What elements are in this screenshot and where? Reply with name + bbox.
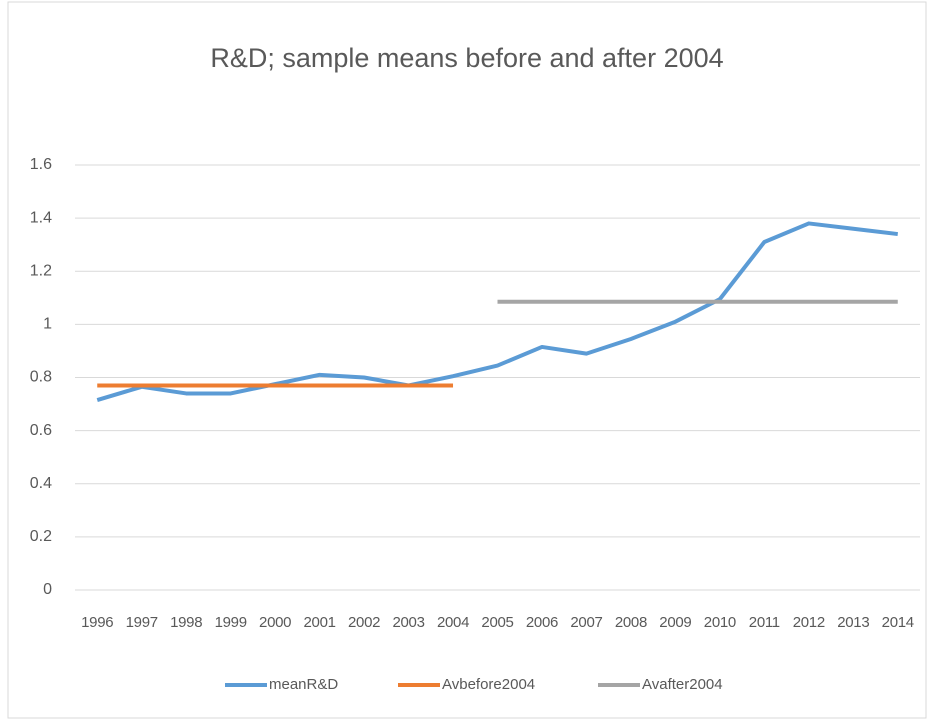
x-tick-label: 2001	[304, 614, 336, 631]
y-tick-label: 0.8	[30, 369, 52, 386]
chart-title: R&D; sample means before and after 2004	[210, 43, 723, 73]
x-tick-label: 1999	[215, 614, 247, 631]
legend-label: meanR&D	[269, 676, 338, 693]
x-tick-label: 2007	[570, 614, 602, 631]
x-tick-label: 2002	[348, 614, 380, 631]
y-tick-label: 1.4	[30, 209, 52, 226]
line-series	[96, 221, 899, 402]
y-tick-label: 1.6	[30, 156, 52, 173]
y-tick-label: 0	[43, 581, 52, 598]
y-tick-label: 1	[43, 316, 52, 333]
y-tick-label: 0.2	[30, 528, 52, 545]
x-tick-label: 2003	[392, 614, 424, 631]
x-tick-label: 1997	[126, 614, 158, 631]
chart-border	[7, 1, 927, 719]
y-tick-label: 0.6	[30, 422, 52, 439]
legend-label: Avbefore2004	[442, 676, 535, 693]
x-tick-label: 2006	[526, 614, 558, 631]
x-tick-label: 2013	[837, 614, 869, 631]
x-tick-label: 2004	[437, 614, 469, 631]
x-tick-label: 2011	[749, 614, 780, 631]
legend-label: Avafter2004	[642, 676, 723, 693]
x-tick-label: 2014	[882, 614, 914, 631]
y-tick-label: 0.4	[30, 475, 52, 492]
x-tick-label: 2009	[659, 614, 691, 631]
x-tick-label: 2008	[615, 614, 647, 631]
x-tick-label: 2012	[793, 614, 825, 631]
x-tick-label: 1998	[170, 614, 202, 631]
x-tick-label: 2010	[704, 614, 736, 631]
x-tick-label: 1996	[81, 614, 113, 631]
x-tick-label: 2000	[259, 614, 291, 631]
y-tick-label: 1.2	[30, 262, 52, 279]
x-tick-label: 2005	[481, 614, 513, 631]
